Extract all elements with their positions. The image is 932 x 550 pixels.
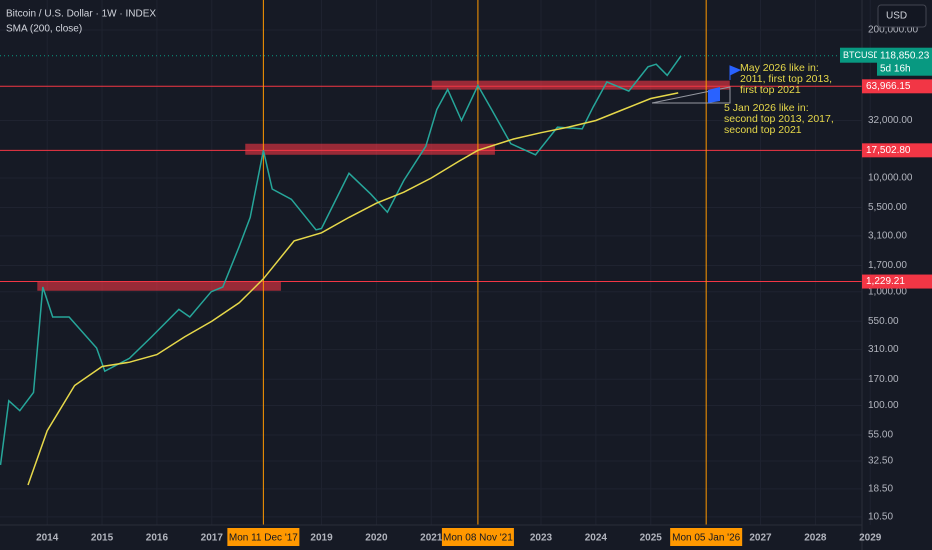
annotation-text: 5 Jan 2026 like in: <box>724 102 809 114</box>
marker-flag <box>708 87 720 103</box>
resistance-zone <box>37 281 281 291</box>
y-tick-label: 170.00 <box>868 374 899 385</box>
indicator-label: SMA (200, close) <box>6 24 82 35</box>
x-tick-label: 2021 <box>420 533 443 544</box>
annotation-text: 2011, first top 2013, <box>740 73 832 85</box>
date-tag <box>670 528 743 546</box>
y-tick-label: 200,000.00 <box>868 25 918 36</box>
x-tick-label: 2028 <box>804 533 827 544</box>
series-line <box>0 55 682 466</box>
annotations: May 2026 like in:2011, first top 2013,fi… <box>724 62 834 136</box>
x-tick-label: 2014 <box>36 533 59 544</box>
countdown-label: 5d 16h <box>880 63 911 74</box>
annotation-text: second top 2021 <box>724 124 802 136</box>
x-tick-label: 2024 <box>585 533 608 544</box>
annotation-text: second top 2013, 2017, <box>724 113 834 125</box>
x-tick-label: 2029 <box>859 533 882 544</box>
resistance-zone <box>431 80 730 90</box>
resistance-zone <box>245 143 495 155</box>
x-tick-label: 2019 <box>310 533 333 544</box>
symbol-tag <box>840 47 877 63</box>
price-tag-label: 1,229.21 <box>866 276 905 287</box>
annotation-text: first top 2021 <box>740 84 801 96</box>
date-tag-label: Mon 08 Nov '21 <box>443 533 513 544</box>
x-tick-label: 2015 <box>91 533 114 544</box>
x-tick-label: 2016 <box>146 533 169 544</box>
y-tick-label: 55.00 <box>868 430 893 441</box>
projection-triangle <box>651 86 731 104</box>
x-tick-label: 2027 <box>749 533 772 544</box>
y-tick-label: 1,000.00 <box>868 286 907 297</box>
lines <box>0 0 862 525</box>
y-tick-label: 10,000.00 <box>868 173 913 184</box>
y-tick-label: 310.00 <box>868 344 899 355</box>
y-tick-label: 10.50 <box>868 511 893 522</box>
price-tag <box>862 79 932 94</box>
y-tick-label: 32.50 <box>868 456 893 467</box>
x-tick-label: 2025 <box>640 533 663 544</box>
y-tick-label: 5,500.00 <box>868 202 907 213</box>
series-line <box>27 92 679 486</box>
y-tick-label: 1,700.00 <box>868 260 907 271</box>
date-tag <box>227 528 300 546</box>
x-tick-label: 2017 <box>201 533 224 544</box>
currency-button[interactable] <box>877 4 927 28</box>
zones <box>37 80 730 291</box>
last-price-label: 118,850.23 <box>880 50 930 61</box>
annotation-text: May 2026 like in: <box>740 62 819 74</box>
date-tag-label: Mon 05 Jan '26 <box>672 533 741 544</box>
chart-title: Bitcoin / U.S. Dollar · 1W · INDEX <box>6 9 156 20</box>
x-tick-label: 2020 <box>365 533 388 544</box>
symbol-tag-label: BTCUSD <box>843 50 881 60</box>
y-tick-label: 3,100.00 <box>868 230 907 241</box>
y-tick-label: 32,000.00 <box>868 115 913 126</box>
last-price-tag <box>877 47 932 76</box>
price-tag <box>862 143 932 158</box>
y-tick-label: 100.00 <box>868 400 899 411</box>
currency-label[interactable]: USD <box>886 11 907 22</box>
marker-flag <box>729 65 742 80</box>
price-tag-label: 17,502.80 <box>866 145 911 156</box>
y-tick-label: 18.50 <box>868 483 893 494</box>
x-tick-label: 2023 <box>530 533 553 544</box>
y-tick-label: 550.00 <box>868 316 899 327</box>
date-tag-label: Mon 11 Dec '17 <box>229 533 298 544</box>
price-tag <box>862 274 932 289</box>
series <box>0 55 682 486</box>
date-tag <box>441 528 514 546</box>
price-tag-label: 63,966.15 <box>866 81 911 92</box>
grid <box>0 0 871 525</box>
axes: 200,000.00 32,000.00 10,000.00 5,500.00 3,10… <box>36 25 932 546</box>
